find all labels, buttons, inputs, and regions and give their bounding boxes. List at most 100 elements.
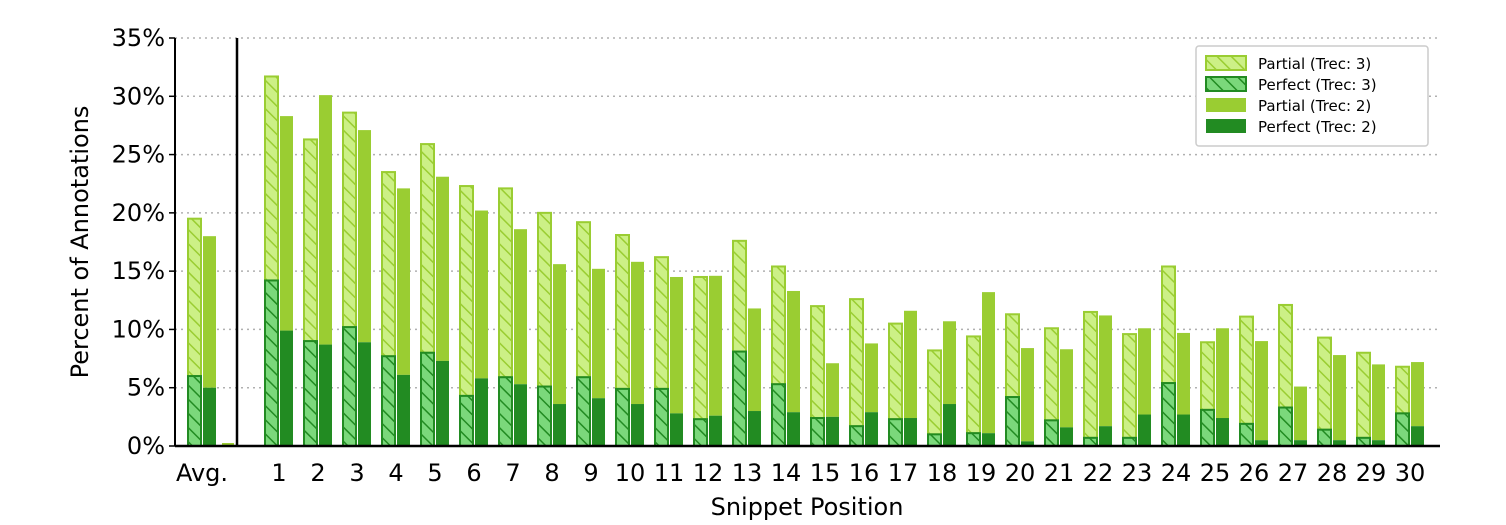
bar-perfect-trec2 (1294, 440, 1307, 446)
bar-perfect-trec2 (1138, 414, 1151, 446)
bar-perfect-trec2 (826, 416, 839, 446)
bar-perfect-trec2 (514, 384, 527, 446)
x-tick-label: 2 (310, 459, 325, 487)
bar-perfect-trec3 (966, 432, 981, 448)
x-tick-label: 26 (1239, 459, 1270, 487)
bar-perfect-trec3 (927, 433, 942, 448)
bar-perfect-trec2 (1333, 440, 1346, 446)
x-tick-label: 16 (849, 459, 880, 487)
axes (169, 37, 1440, 448)
bar-perfect-trec3 (1317, 428, 1332, 447)
bar-partial-trec2 (670, 276, 683, 414)
bar-partial-trec2 (475, 210, 488, 379)
bar-perfect-trec3 (849, 425, 864, 448)
bar-partial-trec3 (1278, 303, 1293, 409)
bar-perfect-trec2 (436, 360, 449, 446)
bar-partial-trec3 (888, 322, 903, 421)
bar-partial-trec2 (865, 343, 878, 413)
bar-partial-trec2 (631, 261, 644, 405)
bar-partial-trec3 (810, 305, 825, 420)
bar-partial-trec3 (1356, 351, 1371, 439)
y-tick-label: 35% (112, 24, 165, 52)
legend-label: Perfect (Trec: 2) (1258, 118, 1377, 136)
bar-perfect-trec2 (553, 404, 566, 446)
x-tick-label: 19 (966, 459, 997, 487)
bar-perfect-trec3 (693, 418, 708, 447)
bar-perfect-trec2 (1177, 414, 1190, 446)
x-tick-label: 22 (1083, 459, 1114, 487)
legend-swatch (1206, 98, 1246, 112)
legend-swatch (1206, 119, 1246, 133)
bar-perfect-trec2 (1021, 441, 1034, 446)
x-tick-label: 20 (1005, 459, 1036, 487)
bar-partial-trec3 (1200, 341, 1215, 411)
bar-perfect-trec3 (888, 418, 903, 447)
bar-partial-trec2 (826, 363, 839, 417)
bar-perfect-trec2 (319, 344, 332, 446)
bar-partial-trec3 (849, 298, 864, 428)
x-tick-label: 21 (1044, 459, 1075, 487)
bar-perfect-trec3 (615, 387, 630, 448)
x-tick-label: 17 (888, 459, 919, 487)
bar-perfect-trec2 (670, 413, 683, 446)
x-tick-label: 12 (693, 459, 724, 487)
bar-perfect-trec2 (631, 404, 644, 446)
bar-perfect-trec2 (943, 404, 956, 446)
x-tick-label: 5 (427, 459, 442, 487)
bar-partial-trec2 (203, 236, 216, 388)
bar-partial-trec3 (303, 138, 318, 343)
y-tick-label: 25% (112, 141, 165, 169)
bar-partial-trec3 (966, 335, 981, 435)
bar-partial-trec2 (514, 229, 527, 385)
bar-perfect-trec2 (203, 387, 216, 446)
bar-perfect-trec2 (358, 342, 371, 446)
bar-partial-trec3 (693, 275, 708, 421)
x-axis-title: Snippet Position (711, 493, 904, 521)
bar-partial-trec3 (1122, 333, 1137, 439)
bar-perfect-trec3 (459, 394, 474, 448)
y-tick-label: 0% (127, 432, 165, 460)
x-tick-label: 18 (927, 459, 958, 487)
y-tick-label: 20% (112, 199, 165, 227)
bar-perfect-trec3 (1395, 412, 1410, 447)
x-tick-label: 10 (615, 459, 646, 487)
bar-partial-trec2 (1255, 341, 1268, 441)
y-axis-title: Percent of Annotations (66, 106, 94, 379)
bar-perfect-trec3 (420, 351, 435, 447)
bar-perfect-trec2 (1372, 440, 1385, 446)
bar-partial-trec3 (498, 187, 513, 379)
y-tick-label: 5% (127, 374, 165, 402)
bar-partial-trec2 (709, 275, 722, 416)
bar-perfect-trec3 (537, 385, 552, 448)
legend-label: Partial (Trec: 3) (1258, 55, 1371, 73)
x-tick-label: 3 (349, 459, 364, 487)
bar-perfect-trec2 (1099, 426, 1112, 446)
avg-baseline-mark (222, 443, 234, 446)
bar-partial-trec3 (342, 111, 357, 329)
bar-perfect-trec2 (787, 412, 800, 446)
bar-partial-trec3 (381, 171, 396, 358)
x-tick-label: 9 (583, 459, 598, 487)
bar-perfect-trec3 (498, 376, 513, 448)
bar-partial-trec2 (1294, 386, 1307, 441)
bar-partial-trec3 (420, 143, 435, 354)
bar-partial-trec2 (1177, 332, 1190, 415)
bar-perfect-trec2 (1060, 427, 1073, 446)
bar-perfect-trec2 (904, 418, 917, 446)
bar-partial-trec3 (1317, 336, 1332, 431)
x-tick-label: 1 (271, 459, 286, 487)
tick-labels: 0%5%10%15%20%25%30%35%Avg. 1 2 3 4 5 6 7 8 9 10 11 1… (112, 24, 1426, 487)
bar-partial-trec2 (904, 310, 917, 419)
bar-partial-trec2 (436, 176, 449, 361)
bar-perfect-trec3 (342, 326, 357, 447)
bar-perfect-trec3 (1161, 382, 1176, 447)
y-tick-label: 30% (112, 82, 165, 110)
bar-partial-trec2 (1372, 364, 1385, 441)
bar-perfect-trec3 (771, 383, 786, 447)
bar-perfect-trec2 (748, 411, 761, 446)
bar-partial-trec2 (397, 188, 410, 375)
bar-partial-trec3 (576, 221, 591, 379)
bar-partial-trec2 (358, 130, 371, 343)
x-tick-label: 24 (1161, 459, 1192, 487)
